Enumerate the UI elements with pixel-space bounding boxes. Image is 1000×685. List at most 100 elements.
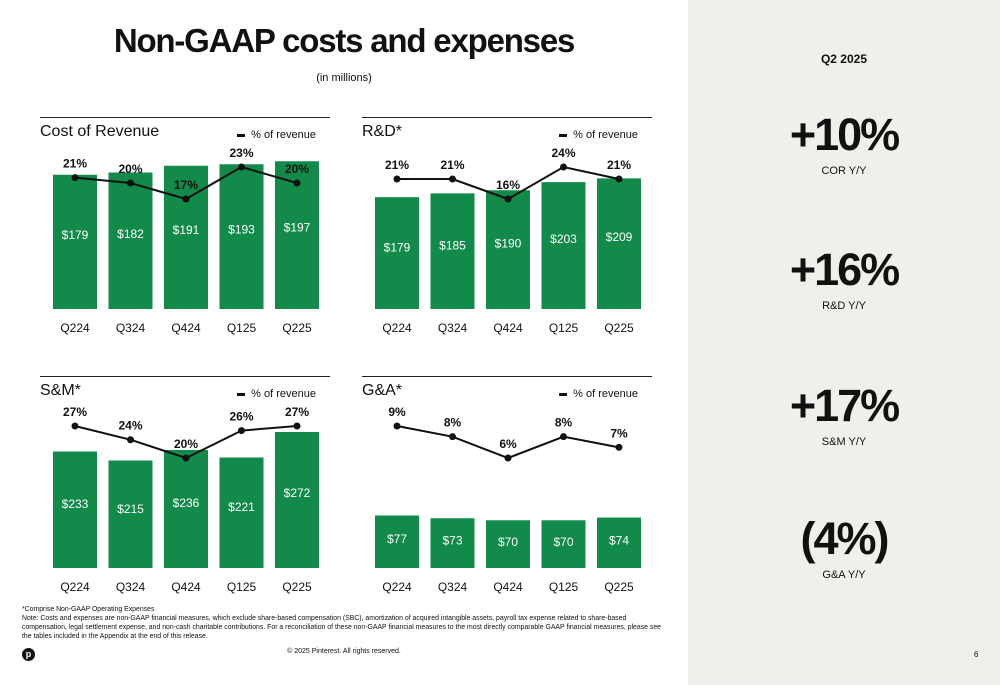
bar [53,451,97,568]
x-tick-label: Q324 [438,321,468,335]
x-tick-label: Q424 [171,321,201,335]
bar-value-label: $203 [550,232,577,246]
bar-value-label: $190 [495,237,522,251]
chart-title: R&D* [362,123,403,140]
bar [375,515,419,568]
percent-label: 24% [118,419,142,433]
bar [219,164,264,309]
bar [597,517,641,568]
copyright: © 2025 Pinterest. All rights reserved. [287,648,401,655]
bar-value-label: $185 [439,238,466,252]
percent-label: 20% [174,437,198,451]
percent-label: 16% [496,178,520,192]
percent-point [238,427,245,435]
bar-value-label: $73 [442,534,462,548]
percent-label: 24% [551,146,575,160]
bar-value-label: $215 [117,502,144,516]
chart-legend: % of revenue [237,388,316,400]
panel-divider [362,117,652,118]
chart-title: Cost of Revenue [40,123,160,140]
bar [375,197,419,309]
percent-label: 23% [229,146,253,160]
chart-plot: $77 Q224 $73 Q324 $70 Q424 $70 Q125 $74 Q225 9% 8% 6… [375,405,641,594]
bar-value-label: $233 [62,497,89,511]
percent-label: 21% [607,158,631,172]
chart-title: G&A* [362,382,403,399]
bar [486,190,530,309]
bar-value-label: $209 [606,230,633,244]
percent-point [560,433,567,441]
legend-line-icon [237,133,246,137]
percent-label: 27% [285,405,309,419]
x-tick-label: Q225 [604,321,634,335]
percent-point [615,443,623,451]
percent-point [449,175,456,183]
bar-value-label: $179 [62,228,89,242]
metric-value: +16% [789,244,900,295]
percent-point [182,195,190,203]
page-number: 6 [974,650,979,659]
percent-point [127,436,134,444]
bar-value-label: $182 [117,227,144,241]
legend-line-icon [559,392,568,396]
metric-label: S&M Y/Y [821,436,867,448]
bar [108,172,153,309]
percent-point [293,179,301,187]
x-tick-label: Q125 [227,321,257,335]
percent-point [71,174,79,182]
footnote: *Comprise Non-GAAP Operating Expenses No… [22,605,662,641]
cost-of-revenue-chart: Cost of Revenue % of revenue $179 Q224 $18… [40,117,330,347]
metric-value: (4%) [800,513,889,564]
percent-point [393,175,401,183]
footnote-line: *Comprise Non-GAAP Operating Expenses [22,606,155,613]
bar [275,432,319,568]
percent-point [449,433,456,441]
ga-chart: G&A* % of revenue $77 Q224 $73 Q324 $70 Q424 $… [362,376,652,606]
bar-value-label: $221 [228,500,255,514]
percent-label: 27% [63,405,87,419]
metric-cor: +10% COR Y/Y [688,112,1000,177]
bar-value-label: $70 [553,535,573,549]
x-tick-label: Q424 [493,321,523,335]
panel-divider [40,376,330,377]
percent-label: 26% [229,410,253,424]
bar [486,520,530,568]
bar-value-label: $77 [387,532,407,546]
bar-value-label: $193 [228,222,255,236]
percent-label: 21% [385,158,409,172]
percent-label: 17% [174,178,198,192]
chart-plot: $179 Q224 $185 Q324 $190 Q424 $203 Q125 $209 Q225… [375,146,641,335]
bar [597,178,641,309]
bar-value-label: $236 [173,496,200,510]
bar [541,182,586,309]
x-tick-label: Q424 [171,580,201,594]
percent-label: 20% [118,162,142,176]
bar-value-label: $179 [384,240,411,254]
bar [430,518,475,568]
rd-chart: R&D* % of revenue $179 Q224 $185 Q324 $190 Q4… [362,117,652,347]
summary-sidebar [688,0,1000,685]
metric-ga: (4%) G&A Y/Y [688,516,1000,581]
x-tick-label: Q324 [116,580,146,594]
bar-value-label: $191 [173,223,200,237]
chart-legend: % of revenue [237,129,316,141]
percent-point [504,195,512,203]
legend-label: % of revenue [573,129,638,141]
metric-value: +17% [789,380,900,431]
x-tick-label: Q224 [60,580,90,594]
page-subtitle: (in millions) [316,72,372,84]
x-tick-label: Q224 [382,580,412,594]
bar [219,457,264,568]
x-tick-label: Q225 [604,580,634,594]
legend-label: % of revenue [573,388,638,400]
percent-point [238,163,245,171]
pinterest-logo-icon: p [22,648,35,661]
percent-point [504,454,512,462]
chart-legend: % of revenue [559,129,638,141]
x-tick-label: Q125 [549,580,579,594]
percent-label: 20% [285,162,309,176]
bar-value-label: $74 [609,533,629,547]
metric-sm: +17% S&M Y/Y [688,383,1000,448]
percent-point [393,422,401,430]
legend-label: % of revenue [251,388,316,400]
